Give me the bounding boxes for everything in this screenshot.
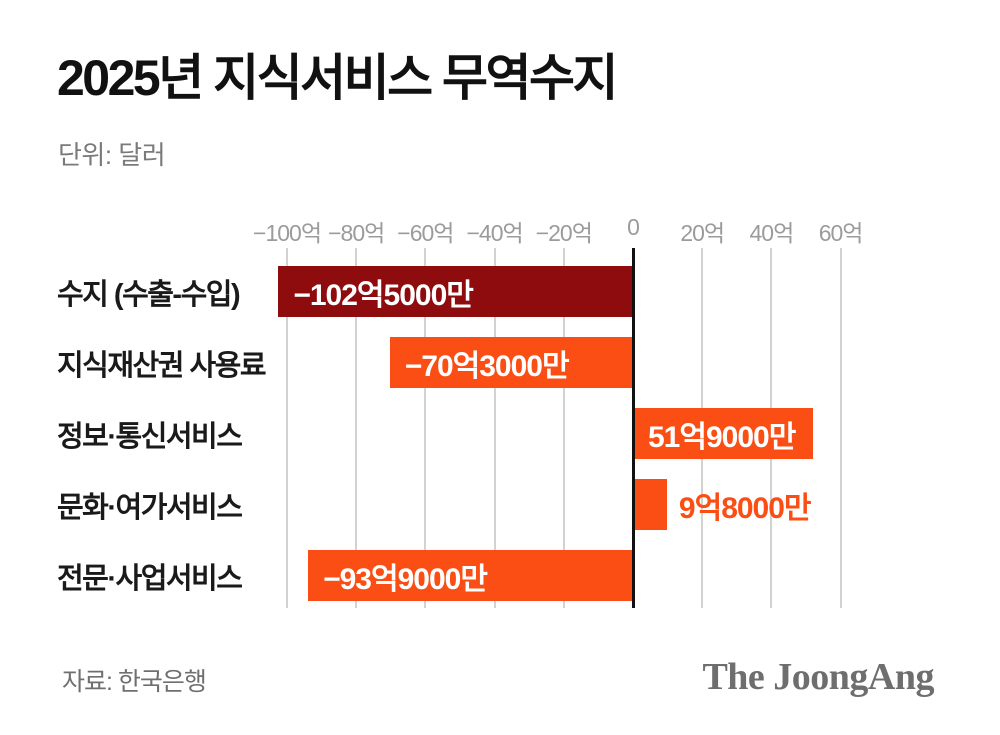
joongang-logo: The JoongAng <box>702 656 934 698</box>
bar-value-label: −70억3000만 <box>404 349 570 383</box>
chart-title: 2025년 지식서비스 무역수지 <box>57 50 619 106</box>
category-label: 수지 (수출-수입) <box>57 278 241 311</box>
bar-value-label: 51억9000만 <box>648 420 796 454</box>
axis-tick-label: 20억 <box>680 220 725 246</box>
bar-value-label: 9억8000만 <box>678 491 812 525</box>
axis-tick-label: 40억 <box>749 220 795 246</box>
category-label: 정보·통신서비스 <box>57 420 243 453</box>
bar: −102억5000만 <box>278 266 633 317</box>
axis-tick-label: −80억 <box>328 220 385 246</box>
axis-tick-label: 0 <box>627 214 640 240</box>
gridline <box>286 248 288 608</box>
axis-tick-label: −40억 <box>466 220 524 246</box>
category-label: 지식재산권 사용료 <box>57 349 267 382</box>
zero-baseline <box>631 248 635 608</box>
gridline <box>839 248 842 608</box>
bar-value-label: −93억9000만 <box>323 562 488 596</box>
gridline <box>355 248 358 608</box>
category-label: 전문·사업서비스 <box>57 562 243 595</box>
bar: 51억9000만 <box>633 408 813 459</box>
bar: −93억9000만 <box>308 550 633 601</box>
axis-tick-label: −20억 <box>535 220 593 246</box>
axis-tick-label: −100억 <box>253 220 322 246</box>
source-label: 자료: 한국은행 <box>62 668 207 696</box>
unit-label: 단위: 달러 <box>58 140 166 170</box>
category-label: 문화·여가서비스 <box>57 491 243 524</box>
gridline <box>493 248 496 608</box>
bar <box>633 479 667 530</box>
axis-tick-label: −60억 <box>397 220 454 246</box>
gridline <box>424 248 427 608</box>
gridline <box>562 248 565 608</box>
axis-tick-label: 60억 <box>818 220 864 246</box>
bar-value-label: −102억5000만 <box>293 278 474 312</box>
bar: −70억3000만 <box>389 337 633 388</box>
